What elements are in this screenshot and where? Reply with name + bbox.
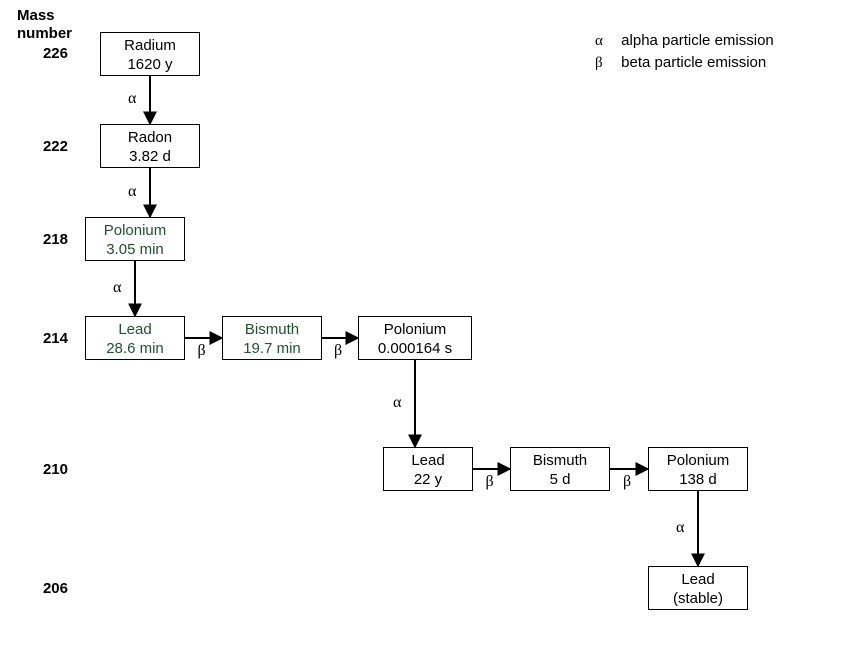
mass-number-label: 222 [28, 138, 68, 155]
nuclide-box-bi210: Bismuth5 d [510, 447, 610, 491]
legend-alpha-text: alpha particle emission [621, 32, 774, 49]
alpha-decay-icon: α [113, 279, 121, 297]
beta-symbol-icon: β [595, 53, 617, 74]
nuclide-element: Radon [101, 129, 199, 148]
nuclide-halflife: 3.82 d [101, 148, 199, 167]
nuclide-element: Lead [384, 452, 472, 471]
nuclide-halflife: 138 d [649, 471, 747, 490]
beta-decay-icon: β [334, 342, 342, 360]
alpha-decay-icon: α [128, 183, 136, 201]
legend-beta-text: beta particle emission [621, 54, 766, 71]
legend: α alpha particle emission β beta particl… [595, 30, 774, 74]
nuclide-halflife: 1620 y [101, 56, 199, 75]
beta-decay-icon: β [198, 342, 206, 360]
legend-beta: β beta particle emission [595, 52, 774, 74]
nuclide-box-pb206: Lead(stable) [648, 566, 748, 610]
legend-alpha: α alpha particle emission [595, 30, 774, 52]
mass-number-label: 218 [28, 231, 68, 248]
diagram-canvas: Mass number 226 222 218 214 210 206 Radium162… [0, 0, 850, 660]
axis-heading: Mass number [17, 7, 72, 43]
nuclide-element: Polonium [86, 222, 184, 241]
alpha-decay-icon: α [128, 90, 136, 108]
mass-number-label: 206 [28, 580, 68, 597]
nuclide-box-pb210: Lead22 y [383, 447, 473, 491]
nuclide-box-po218: Polonium3.05 min [85, 217, 185, 261]
nuclide-halflife: 28.6 min [86, 340, 184, 359]
alpha-decay-icon: α [393, 394, 401, 412]
mass-number-label: 214 [28, 330, 68, 347]
beta-decay-icon: β [486, 473, 494, 491]
mass-number-label: 210 [28, 461, 68, 478]
nuclide-element: Polonium [649, 452, 747, 471]
nuclide-box-bi214: Bismuth19.7 min [222, 316, 322, 360]
alpha-decay-icon: α [676, 519, 684, 537]
nuclide-element: Bismuth [223, 321, 321, 340]
axis-heading-line1: Mass [17, 7, 55, 24]
alpha-symbol-icon: α [595, 31, 617, 52]
nuclide-element: Bismuth [511, 452, 609, 471]
nuclide-box-po210: Polonium138 d [648, 447, 748, 491]
nuclide-halflife: (stable) [649, 590, 747, 609]
nuclide-element: Lead [86, 321, 184, 340]
nuclide-element: Polonium [359, 321, 471, 340]
nuclide-halflife: 22 y [384, 471, 472, 490]
nuclide-box-ra226: Radium1620 y [100, 32, 200, 76]
axis-heading-line2: number [17, 25, 72, 42]
nuclide-box-po214: Polonium0.000164 s [358, 316, 472, 360]
nuclide-halflife: 3.05 min [86, 241, 184, 260]
nuclide-element: Lead [649, 571, 747, 590]
nuclide-box-pb214: Lead28.6 min [85, 316, 185, 360]
nuclide-halflife: 5 d [511, 471, 609, 490]
nuclide-element: Radium [101, 37, 199, 56]
nuclide-halflife: 19.7 min [223, 340, 321, 359]
beta-decay-icon: β [623, 473, 631, 491]
nuclide-halflife: 0.000164 s [359, 340, 471, 359]
nuclide-box-rn222: Radon3.82 d [100, 124, 200, 168]
mass-number-label: 226 [28, 45, 68, 62]
